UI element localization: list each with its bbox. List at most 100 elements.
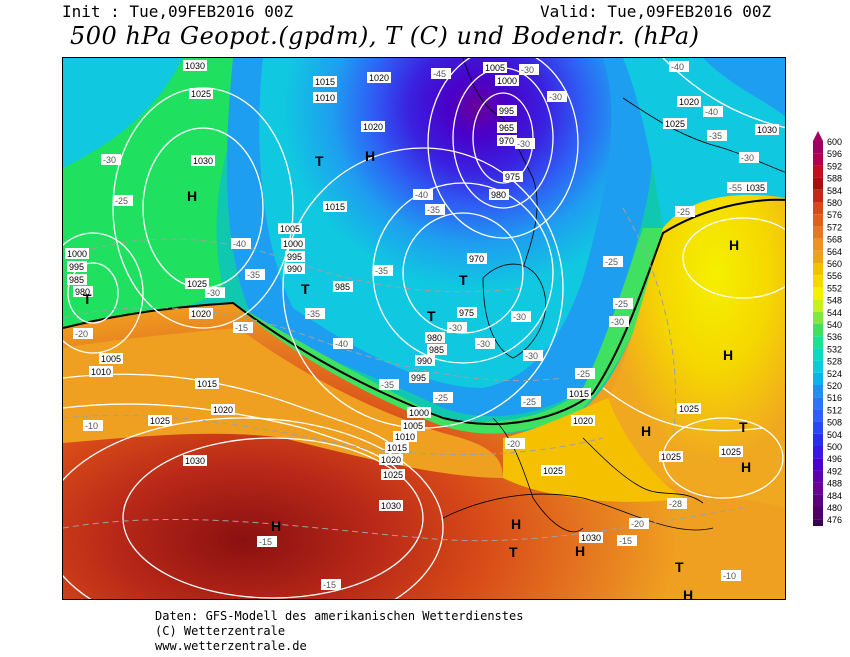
scale-swatch — [813, 238, 823, 251]
high-symbol: H — [271, 518, 281, 534]
temp-label: -25 — [521, 396, 541, 407]
svg-text:-15: -15 — [323, 580, 336, 590]
svg-text:1030: 1030 — [381, 501, 401, 511]
pressure-label: 1020 — [379, 454, 403, 465]
pressure-label: 1005 — [483, 62, 507, 73]
scale-swatch — [813, 226, 823, 239]
scale-label: 560 — [827, 259, 842, 269]
scale-swatch — [813, 263, 823, 276]
scale-label: 512 — [827, 405, 842, 415]
scale-label: 536 — [827, 332, 842, 342]
temp-label: -40 — [669, 61, 689, 72]
scale-label: 500 — [827, 442, 842, 452]
scale-swatch — [813, 470, 823, 483]
temp-label: -30 — [101, 154, 121, 165]
svg-text:-40: -40 — [335, 339, 348, 349]
valid-time: Valid: Tue,09FEB2016 00Z — [540, 2, 772, 21]
svg-text:1025: 1025 — [721, 447, 741, 457]
pressure-label: 1015 — [323, 201, 347, 212]
svg-text:-40: -40 — [705, 107, 718, 117]
coastlines — [442, 58, 785, 533]
temp-label: -25 — [433, 392, 453, 403]
temp-label: -25 — [603, 256, 623, 267]
pressure-label: 1020 — [367, 72, 391, 83]
scale-swatch — [813, 519, 823, 532]
temp-label: -30 — [739, 152, 759, 163]
pressure-labels: 1030 1015 1020 1005 1000 995 965 970 975… — [65, 60, 779, 543]
svg-text:-35: -35 — [247, 270, 260, 280]
svg-text:-30: -30 — [513, 312, 526, 322]
temp-label: -15 — [321, 579, 341, 590]
pressure-label: 1035 — [743, 182, 767, 193]
nw-cyan-area — [63, 58, 183, 168]
svg-text:1010: 1010 — [91, 367, 111, 377]
svg-text:-35: -35 — [427, 205, 440, 215]
pressure-label: 1025 — [677, 403, 701, 414]
pressure-label: 980 — [489, 189, 509, 200]
pressure-centers: H H H H H H H H H H T T T T T T T T — [83, 148, 751, 599]
scale-swatch — [813, 458, 823, 471]
temp-label: -35 — [379, 379, 399, 390]
isotherms — [63, 207, 744, 542]
scale-label: 524 — [827, 369, 842, 379]
temp-label: -25 — [675, 206, 695, 217]
svg-text:-20: -20 — [75, 329, 88, 339]
scale-label: 572 — [827, 222, 842, 232]
pressure-label: 970 — [467, 253, 487, 264]
svg-text:985: 985 — [429, 345, 444, 355]
scale-swatch — [813, 177, 823, 190]
svg-text:-20: -20 — [631, 519, 644, 529]
scale-label: 580 — [827, 198, 842, 208]
pressure-label: 1030 — [579, 532, 603, 543]
pressure-label: 990 — [415, 355, 435, 366]
pressure-label: 1025 — [719, 446, 743, 457]
scale-swatch — [813, 409, 823, 422]
svg-text:1015: 1015 — [569, 389, 589, 399]
scale-swatch — [813, 324, 823, 337]
svg-text:1020: 1020 — [381, 455, 401, 465]
pressure-label: 970 — [497, 135, 517, 146]
svg-text:-30: -30 — [611, 317, 624, 327]
svg-text:-35: -35 — [381, 380, 394, 390]
low-symbol: T — [675, 559, 684, 575]
svg-text:1010: 1010 — [315, 93, 335, 103]
svg-text:-25: -25 — [577, 369, 590, 379]
svg-text:1015: 1015 — [315, 77, 335, 87]
pressure-label: 990 — [285, 263, 305, 274]
svg-text:-30: -30 — [741, 153, 754, 163]
temp-label: -30 — [609, 316, 629, 327]
pressure-label: 1005 — [99, 353, 123, 364]
pressure-label: 1030 — [191, 155, 215, 166]
dm552-contour — [63, 198, 785, 425]
temp-label: -30 — [547, 91, 567, 102]
footer-source: Daten: GFS-Modell des amerikanischen Wet… — [155, 609, 524, 623]
svg-text:-25: -25 — [615, 299, 628, 309]
scale-label: 584 — [827, 186, 842, 196]
scale-swatch — [813, 421, 823, 434]
scale-swatch — [813, 202, 823, 215]
svg-text:-40: -40 — [233, 239, 246, 249]
svg-text:1025: 1025 — [191, 89, 211, 99]
svg-text:1005: 1005 — [403, 421, 423, 431]
svg-text:-30: -30 — [521, 65, 534, 75]
svg-text:995: 995 — [499, 106, 514, 116]
svg-text:1000: 1000 — [283, 239, 303, 249]
scale-swatch — [813, 165, 823, 178]
pressure-label: 1000 — [281, 238, 305, 249]
scale-label: 592 — [827, 161, 842, 171]
scale-label: 564 — [827, 247, 842, 257]
temp-label: -45 — [431, 68, 451, 79]
pressure-label: 1025 — [148, 415, 172, 426]
scale-swatch — [813, 348, 823, 361]
svg-text:1020: 1020 — [369, 73, 389, 83]
map-title: 500 hPa Geopot.(gpdm), T (C) und Bodendr… — [70, 22, 700, 50]
svg-text:-25: -25 — [605, 257, 618, 267]
pressure-label: 1030 — [183, 455, 207, 466]
scale-bars — [813, 131, 823, 542]
pressure-label: 1030 — [755, 124, 779, 135]
svg-text:975: 975 — [459, 308, 474, 318]
low-symbol: T — [315, 153, 324, 169]
pressure-label: 1015 — [385, 442, 409, 453]
svg-text:980: 980 — [75, 287, 90, 297]
scale-swatch — [813, 250, 823, 263]
